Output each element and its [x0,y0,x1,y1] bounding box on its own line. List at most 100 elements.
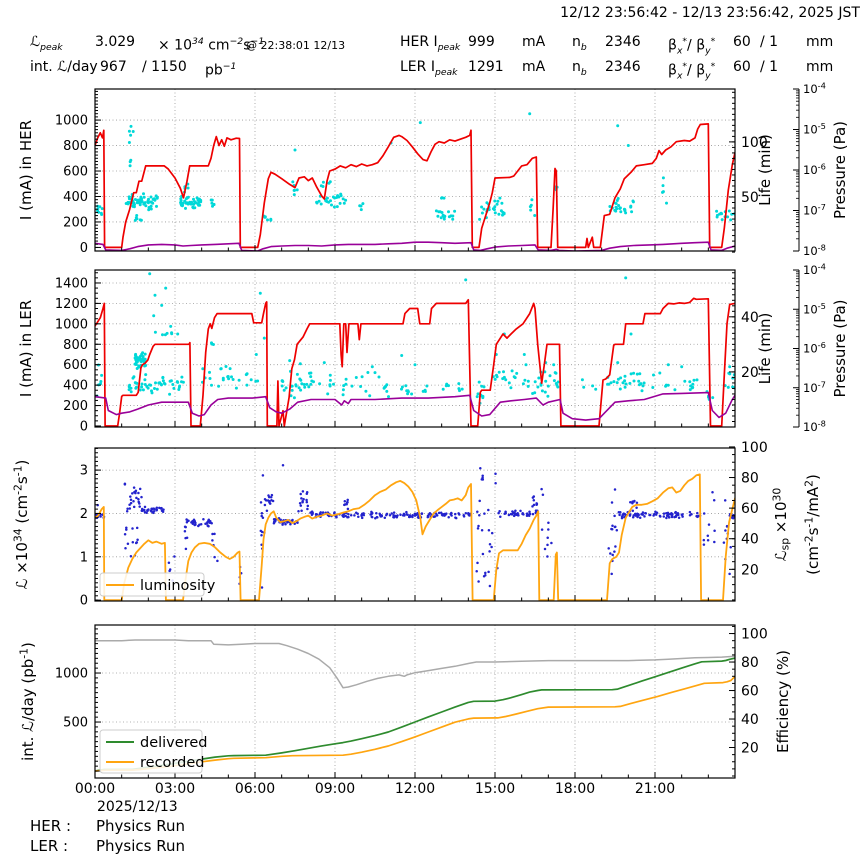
svg-text:600: 600 [63,358,88,373]
her-beta-unit: mm [806,34,834,50]
her-nb-value: 2346 [605,34,641,50]
ler-current-line [95,297,735,427]
svg-text:10-5: 10-5 [803,121,826,136]
svg-text:20: 20 [741,562,759,578]
date-label: 2025/12/13 [97,799,178,815]
svg-text:00:00: 00:00 [75,781,115,797]
right-axis-label: Life (min) [756,134,774,206]
ler-mode-label: LER : [30,837,68,855]
legend: delivered recorded [99,729,207,774]
plot-data [95,272,735,427]
svg-text:800: 800 [63,338,88,353]
svg-text:03:00: 03:00 [155,781,195,797]
svg-text:15:00: 15:00 [475,781,515,797]
svg-text:1000: 1000 [55,114,88,129]
svg-text:10-6: 10-6 [803,340,826,355]
intlum-target: / 1150 [142,59,187,75]
left-axis-label: I (mA) in HER [17,120,35,220]
her-ipeak-label: HER Ipeak [400,34,461,53]
svg-text:06:00: 06:00 [235,781,275,797]
svg-text:10-5: 10-5 [803,301,826,316]
svg-text:400: 400 [63,190,88,205]
svg-text:40: 40 [741,712,759,728]
ler-ipeak-label: LER Ipeak [400,59,458,78]
right-tick-labels: 20 40 60 80 100 [741,440,768,578]
svg-text:500: 500 [63,716,88,731]
ler-betax-value: 60 [733,59,751,75]
ler-pressure-scatter [95,272,735,405]
left-tick-labels: 0 200 400 600 800 1000 1200 1400 [55,276,88,434]
right-axis-label2: (cm-2s-1/mA2) [802,474,822,575]
svg-text:10-4: 10-4 [803,81,826,96]
right-tick-labels: 20 40 60 80 100 [741,627,768,757]
svg-text:21:00: 21:00 [635,781,675,797]
plot-integrated: 500 1000 20 40 60 80 100 int. ℒ/day (pb-1) Effic… [17,624,792,797]
svg-text:400: 400 [63,379,88,394]
axis-ticks [94,272,736,428]
date-range-title: 12/12 23:56:42 - 12/13 23:56:42, 2025 JS… [560,5,860,21]
svg-text:40: 40 [741,310,759,326]
svg-text:20: 20 [741,741,759,757]
plot-luminosity: 0 1 2 3 20 40 60 80 100 ℒ ×1034 (cm-2s-1) ℒsp ×103… [11,440,822,609]
left-tick-labels: 0 1 2 3 [80,464,88,609]
intlum-label: int. ℒ/day [30,59,98,75]
svg-text:1400: 1400 [55,276,88,291]
svg-text:80: 80 [741,471,759,487]
luminosity-line [95,473,735,601]
left-axis-label: I (mA) in LER [17,300,35,397]
pressure-axis-label: Pressure (Pa) [831,121,849,219]
pressure-axis: 10-4 10-5 10-6 10-7 10-8 Pressure (Pa) [793,81,849,258]
svg-text:0: 0 [80,241,88,256]
svg-text:1: 1 [80,550,88,565]
svg-text:50: 50 [741,190,759,206]
svg-text:10-6: 10-6 [803,162,826,177]
left-axis-label: ℒ ×1034 (cm-2s-1) [11,460,31,590]
gridlines [95,625,735,778]
efficiency-line [95,639,735,689]
svg-text:10-7: 10-7 [803,202,826,217]
svg-text:0: 0 [80,594,88,609]
svg-text:100: 100 [741,135,768,151]
plot-her: 0 200 400 600 800 1000 50 100 I (mA) in HER Life … [17,81,849,258]
right-axis-label: Life (min) [756,313,774,385]
her-mode-label: HER : [30,817,71,835]
her-betay-value: / 1 [760,34,779,50]
her-nb-label: nb [572,34,587,53]
svg-text:12:00: 12:00 [395,781,435,797]
svg-text:10-8: 10-8 [803,243,826,258]
gridlines [95,89,735,251]
specific-luminosity-scatter [95,464,735,589]
svg-text:20: 20 [741,365,759,381]
right-tick-labels: 50 100 [741,135,768,206]
svg-text:09:00: 09:00 [315,781,355,797]
left-tick-labels: 500 1000 [55,667,88,731]
pressure-axis-label: Pressure (Pa) [831,299,849,397]
svg-text:200: 200 [63,399,88,414]
ler-beta-label: βx*/ βy* [668,61,716,82]
svg-text:100: 100 [741,627,768,643]
svg-text:600: 600 [63,165,88,180]
her-pressure-scatter [96,112,735,222]
her-beta-label: βx*/ βy* [668,36,716,57]
her-lifetime-line [95,241,735,251]
svg-text:1000: 1000 [55,667,88,682]
pressure-axis: 10-4 10-5 10-6 10-7 10-8 Pressure (Pa) [793,262,849,434]
svg-text:60: 60 [741,684,759,700]
svg-text:10-4: 10-4 [803,262,826,277]
ler-betay-value: / 1 [760,59,779,75]
luminosity-legend-label: luminosity [140,578,216,594]
lpeak-timestamp: @ 22:38:01 12/13 [246,39,346,52]
svg-text:40: 40 [741,532,759,548]
svg-text:2: 2 [80,507,88,522]
legend: luminosity [99,572,216,597]
axis-ticks [94,625,736,778]
axis-ticks [94,90,736,253]
her-betax-value: 60 [733,34,751,50]
lpeak-value: 3.029 [95,34,136,50]
svg-text:80: 80 [741,655,759,671]
svg-text:60: 60 [741,501,759,517]
axis-ticks [94,446,736,601]
svg-text:1000: 1000 [55,317,88,332]
